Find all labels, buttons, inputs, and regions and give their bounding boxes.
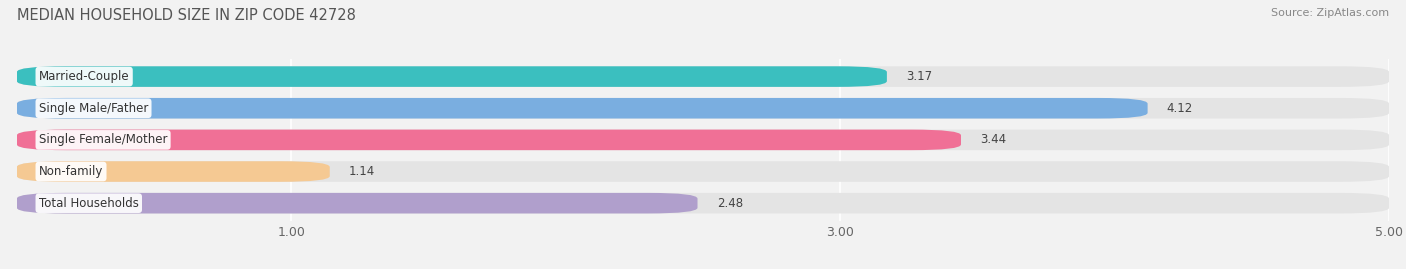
FancyBboxPatch shape	[17, 98, 1389, 119]
FancyBboxPatch shape	[17, 130, 1389, 150]
Text: Single Female/Mother: Single Female/Mother	[39, 133, 167, 146]
Text: MEDIAN HOUSEHOLD SIZE IN ZIP CODE 42728: MEDIAN HOUSEHOLD SIZE IN ZIP CODE 42728	[17, 8, 356, 23]
FancyBboxPatch shape	[17, 193, 1389, 214]
FancyBboxPatch shape	[17, 161, 330, 182]
FancyBboxPatch shape	[17, 66, 887, 87]
FancyBboxPatch shape	[17, 130, 960, 150]
Text: 4.12: 4.12	[1167, 102, 1194, 115]
Text: 3.17: 3.17	[905, 70, 932, 83]
Text: Married-Couple: Married-Couple	[39, 70, 129, 83]
Text: Source: ZipAtlas.com: Source: ZipAtlas.com	[1271, 8, 1389, 18]
FancyBboxPatch shape	[17, 193, 697, 214]
FancyBboxPatch shape	[17, 66, 1389, 87]
FancyBboxPatch shape	[17, 98, 1147, 119]
Text: Total Households: Total Households	[39, 197, 139, 210]
Text: 2.48: 2.48	[717, 197, 742, 210]
Text: 3.44: 3.44	[980, 133, 1007, 146]
Text: 1.14: 1.14	[349, 165, 375, 178]
Text: Non-family: Non-family	[39, 165, 103, 178]
Text: Single Male/Father: Single Male/Father	[39, 102, 148, 115]
FancyBboxPatch shape	[17, 161, 1389, 182]
